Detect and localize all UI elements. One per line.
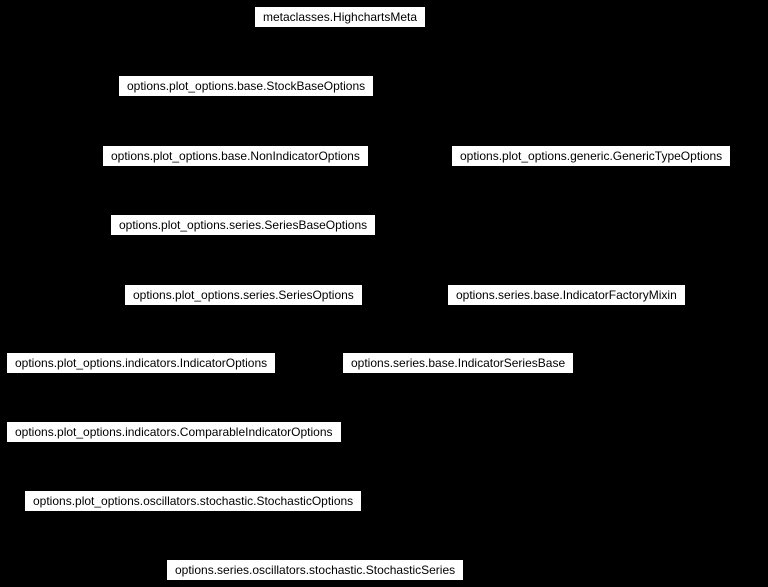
inheritance-edge xyxy=(246,28,340,75)
class-node: options.plot_options.series.SeriesBaseOp… xyxy=(110,214,376,236)
class-node: options.plot_options.generic.GenericType… xyxy=(451,145,731,167)
inheritance-edge xyxy=(236,167,244,214)
inheritance-edge xyxy=(243,167,591,214)
class-node: options.plot_options.indicators.Comparab… xyxy=(6,421,342,443)
class-node: options.series.oscillators.stochastic.St… xyxy=(166,559,464,581)
class-node: options.plot_options.base.NonIndicatorOp… xyxy=(102,145,369,167)
inheritance-edge xyxy=(458,306,567,352)
inheritance-edge xyxy=(243,236,244,284)
class-node: options.plot_options.series.SeriesOption… xyxy=(124,284,363,306)
inheritance-edge xyxy=(141,306,244,352)
inheritance-edge xyxy=(174,443,193,490)
class-node: options.plot_options.oscillators.stochas… xyxy=(24,490,362,512)
class-node: options.plot_options.indicators.Indicato… xyxy=(6,352,276,374)
inheritance-edge xyxy=(236,97,247,145)
class-node: metaclasses.HighchartsMeta xyxy=(254,6,426,28)
class-node: options.series.base.IndicatorSeriesBase xyxy=(342,352,574,374)
class-hierarchy-diagram: metaclasses.HighchartsMeta options.plot_o… xyxy=(0,0,768,587)
inheritance-edge xyxy=(193,512,315,559)
class-node: options.plot_options.base.StockBaseOptio… xyxy=(118,75,374,97)
inheritance-edge xyxy=(141,374,174,421)
inheritance-edge xyxy=(315,374,458,559)
inheritance-edge xyxy=(244,306,459,352)
inheritance-edge xyxy=(340,28,591,145)
class-node: options.series.base.IndicatorFactoryMixi… xyxy=(447,284,686,306)
